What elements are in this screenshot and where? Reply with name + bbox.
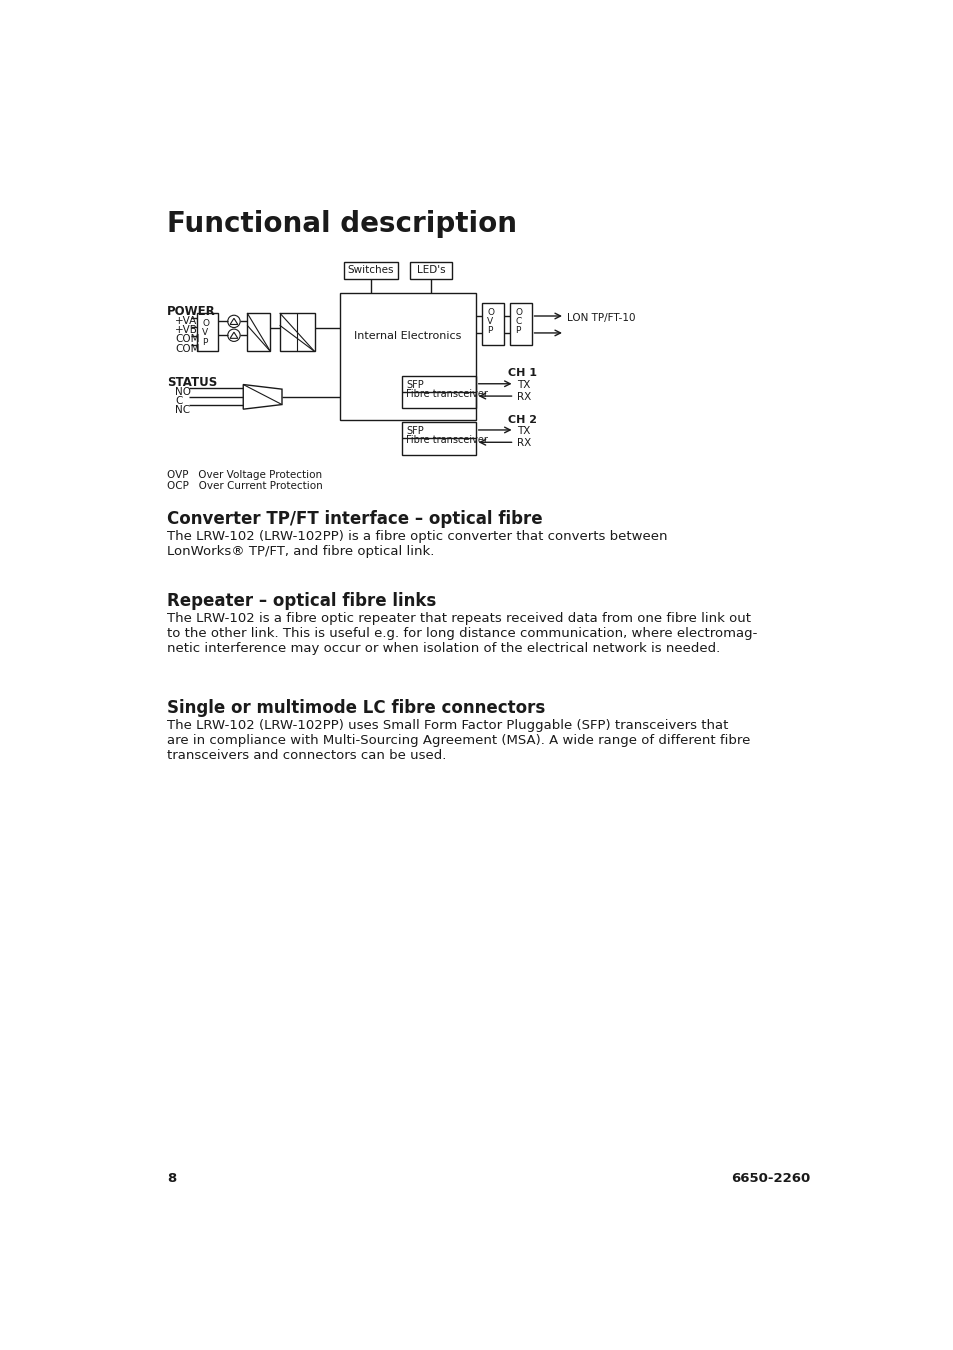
Text: SFP: SFP	[406, 427, 423, 436]
Bar	[196, 313, 218, 351]
Text: The LRW-102 (LRW-102PP) is a fibre optic converter that converts between
LonWork: The LRW-102 (LRW-102PP) is a fibre optic…	[167, 531, 667, 558]
Text: V: V	[202, 328, 208, 338]
Text: Functional description: Functional description	[167, 209, 517, 238]
Text: OCP   Over Current Protection: OCP Over Current Protection	[167, 481, 323, 491]
Text: C: C	[515, 317, 521, 325]
Bar	[410, 262, 452, 279]
Text: CH 2: CH 2	[508, 414, 537, 424]
Text: Single or multimode LC fibre connectors: Single or multimode LC fibre connectors	[167, 699, 545, 717]
Text: RX: RX	[517, 439, 531, 448]
Text: LON TP/FT-10: LON TP/FT-10	[567, 313, 635, 323]
Text: COM: COM	[174, 344, 199, 354]
Text: O: O	[515, 308, 521, 316]
Text: STATUS: STATUS	[167, 377, 217, 389]
Bar	[340, 293, 476, 420]
Text: Fibre transceiver: Fibre transceiver	[406, 435, 487, 446]
Text: Fibre transceiver: Fibre transceiver	[406, 389, 487, 400]
Text: O: O	[487, 308, 494, 316]
Bar	[402, 423, 476, 455]
Text: NO: NO	[174, 387, 191, 397]
Text: The LRW-102 is a fibre optic repeater that repeats received data from one fibre : The LRW-102 is a fibre optic repeater th…	[167, 612, 757, 655]
Text: 6650-2260: 6650-2260	[731, 1172, 810, 1185]
Text: SFP: SFP	[406, 379, 423, 390]
Text: Converter TP/FT interface – optical fibre: Converter TP/FT interface – optical fibr…	[167, 510, 542, 528]
Bar	[481, 302, 503, 346]
Text: Internal Electronics: Internal Electronics	[354, 331, 461, 342]
Text: CH 1: CH 1	[508, 369, 537, 378]
Text: +VA: +VA	[174, 316, 197, 325]
Text: Repeater – optical fibre links: Repeater – optical fibre links	[167, 591, 436, 610]
Bar	[279, 313, 314, 351]
Text: TX: TX	[517, 379, 530, 390]
Text: V: V	[487, 317, 493, 325]
Text: 8: 8	[167, 1172, 176, 1185]
Text: LED's: LED's	[416, 265, 445, 275]
Text: POWER: POWER	[167, 305, 215, 319]
Text: Switches: Switches	[348, 265, 394, 275]
Bar	[247, 313, 270, 351]
Text: NC: NC	[174, 405, 190, 416]
Bar	[509, 302, 531, 346]
Text: The LRW-102 (LRW-102PP) uses Small Form Factor Pluggable (SFP) transceivers that: The LRW-102 (LRW-102PP) uses Small Form …	[167, 720, 750, 763]
Text: P: P	[202, 338, 208, 347]
Text: COM: COM	[174, 335, 199, 344]
Text: O: O	[202, 319, 209, 328]
Text: C: C	[174, 396, 182, 406]
Bar	[344, 262, 397, 279]
Text: TX: TX	[517, 427, 530, 436]
Text: RX: RX	[517, 393, 531, 402]
Bar	[402, 377, 476, 409]
Text: OVP   Over Voltage Protection: OVP Over Voltage Protection	[167, 470, 322, 481]
Text: +VB: +VB	[174, 325, 197, 335]
Text: P: P	[487, 325, 493, 335]
Text: P: P	[515, 325, 520, 335]
